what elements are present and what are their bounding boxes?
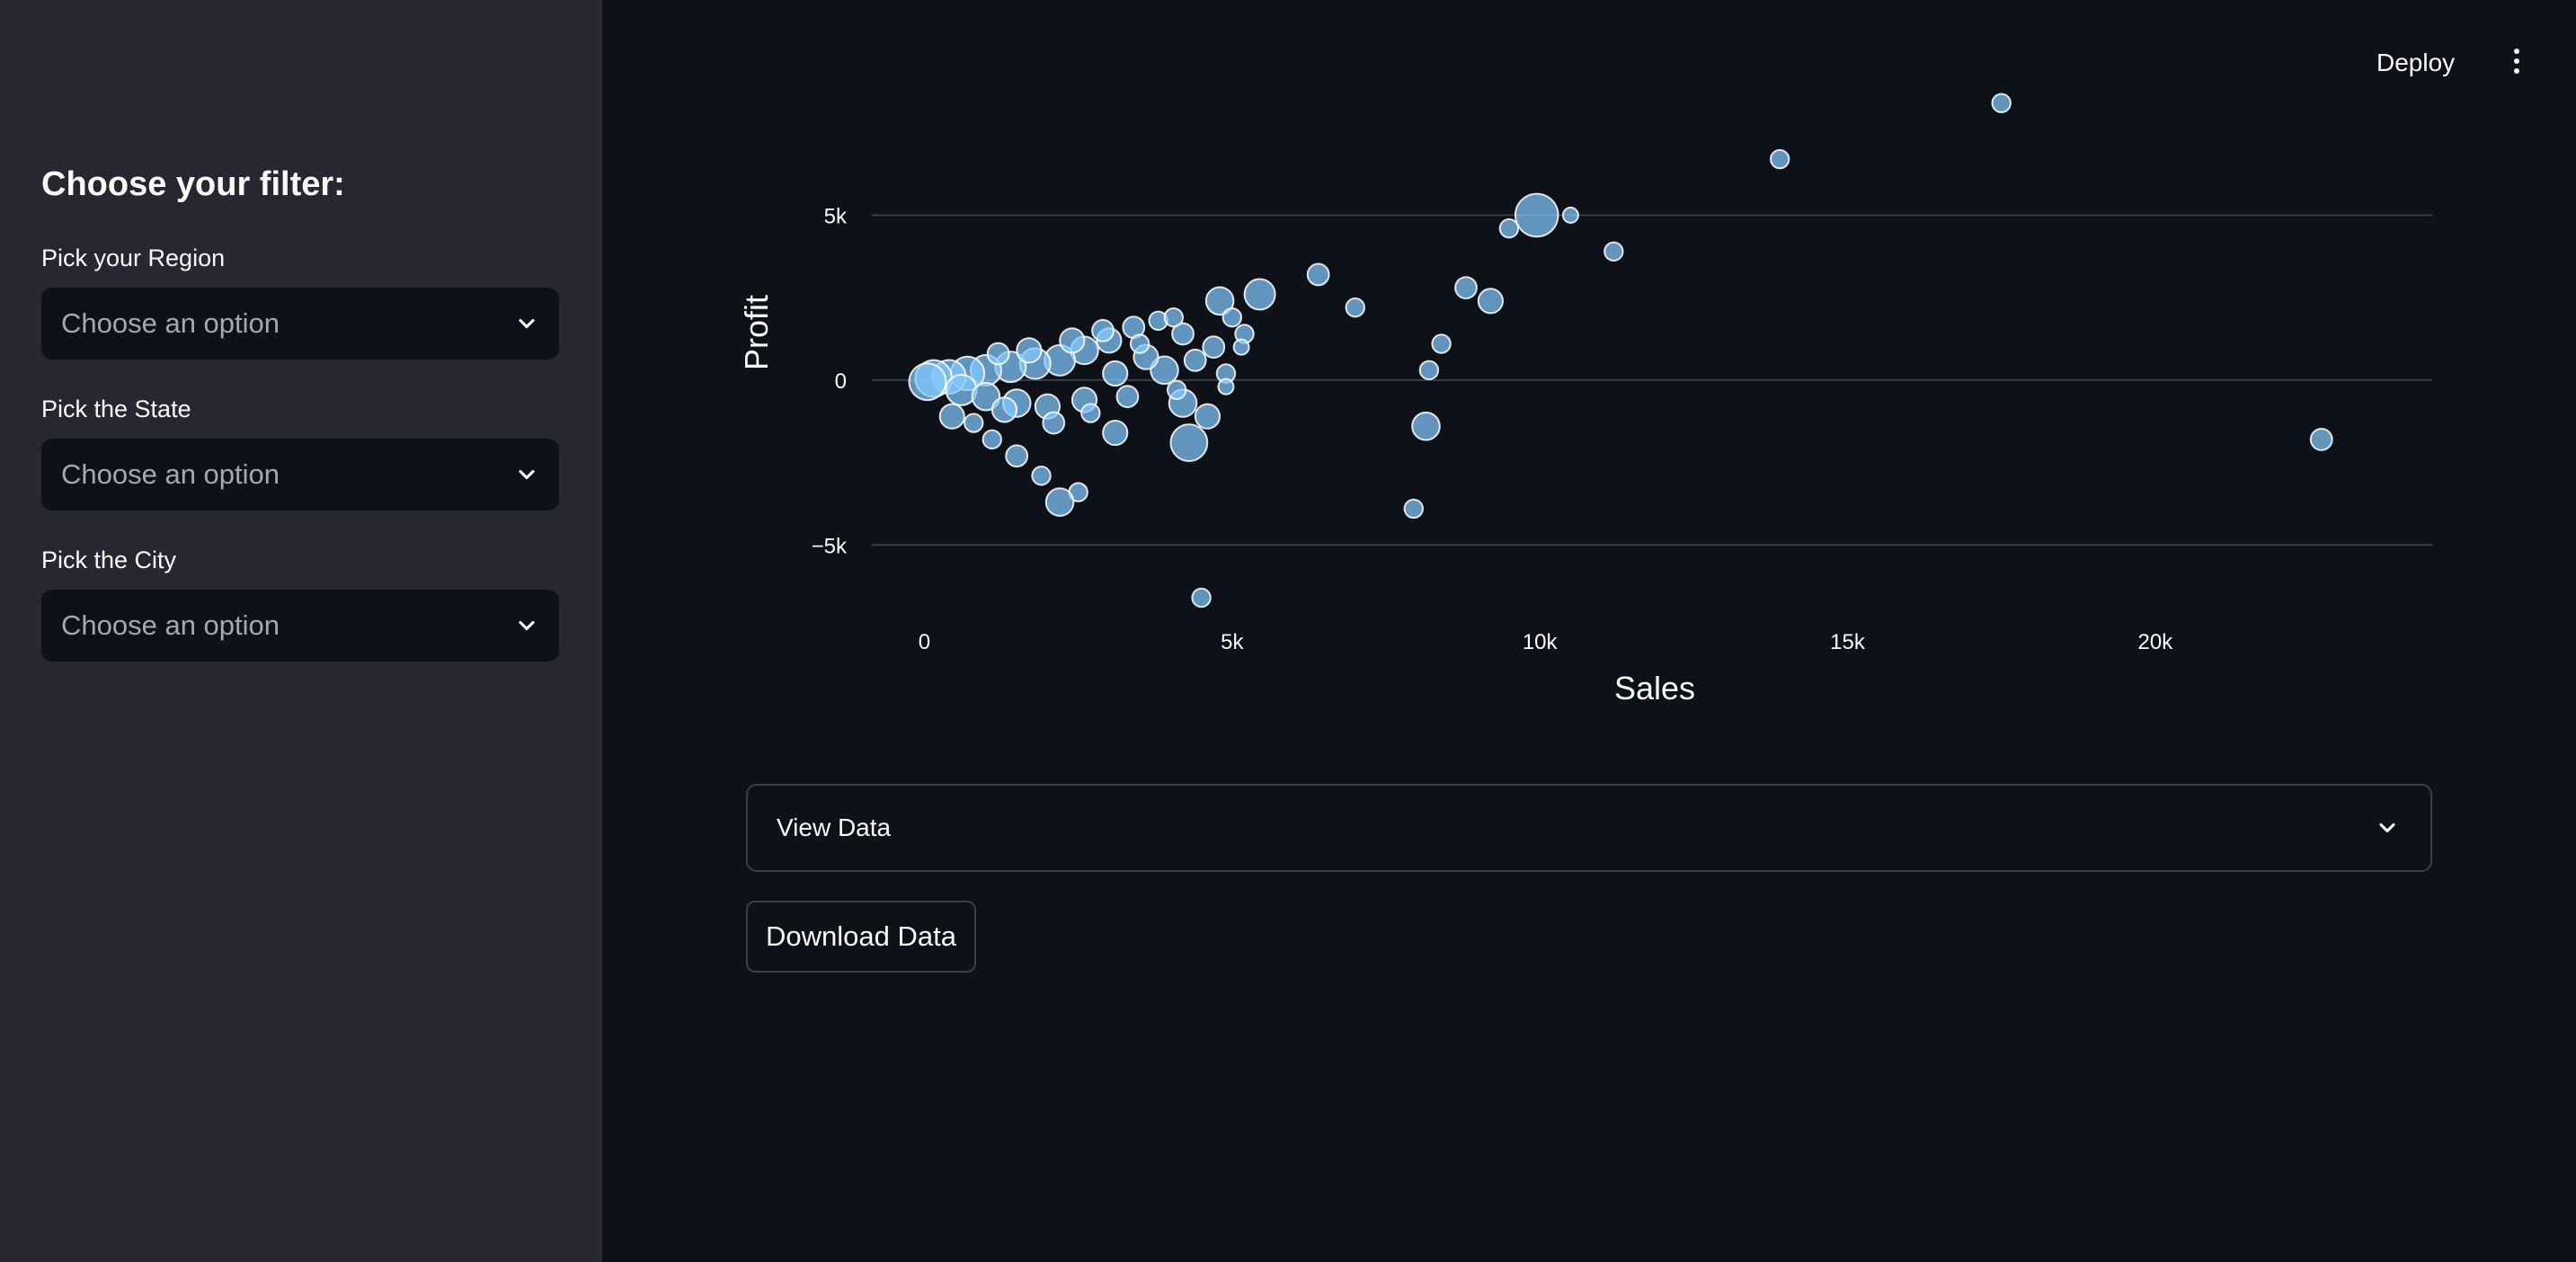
- x-tick-label: 5k: [1221, 630, 1244, 654]
- state-label: Pick the State: [41, 395, 191, 422]
- chart-gridlines: [872, 214, 2432, 547]
- city-select-placeholder: Choose an option: [61, 609, 280, 641]
- region-select[interactable]: Choose an option: [41, 288, 559, 360]
- scatter-point: [938, 403, 965, 430]
- state-select-placeholder: Choose an option: [61, 458, 280, 490]
- scatter-point: [1411, 411, 1441, 441]
- x-tick-label: 0: [919, 630, 930, 654]
- view-data-label: View Data: [777, 813, 892, 841]
- chevron-down-icon: [2379, 822, 2395, 833]
- scatter-point: [1167, 379, 1187, 401]
- x-tick-label: 20k: [2138, 630, 2174, 654]
- scatter-point: [1191, 587, 1212, 609]
- scatter-point: [986, 342, 1010, 366]
- scatter-point: [1221, 307, 1243, 328]
- scatter-point: [1770, 148, 1790, 170]
- scatter-point: [2309, 427, 2333, 451]
- scatter-point: [1204, 286, 1235, 316]
- scatter-point: [1129, 333, 1150, 354]
- deploy-button[interactable]: Deploy: [2369, 41, 2462, 84]
- scatter-point: [1115, 385, 1140, 409]
- scatter-point: [1059, 327, 1086, 354]
- scatter-point: [1171, 322, 1195, 346]
- x-tick-label: 10k: [1523, 630, 1559, 654]
- chevron-down-icon: [519, 318, 535, 329]
- download-data-button[interactable]: Download Data: [746, 901, 976, 973]
- city-label: Pick the City: [41, 547, 177, 573]
- scatter-point: [1232, 338, 1250, 356]
- scatter-point: [1016, 337, 1043, 364]
- scatter-point: [1183, 348, 1207, 372]
- scatter-point: [1498, 218, 1520, 239]
- y-tick-label: 5k: [824, 204, 848, 228]
- scatter-point: [1514, 192, 1559, 238]
- scatter-point: [1991, 93, 2012, 113]
- scatter-point: [982, 429, 1002, 450]
- y-axis-label: Profit: [738, 295, 775, 370]
- region-label: Pick your Region: [41, 244, 226, 271]
- city-select[interactable]: Choose an option: [41, 590, 559, 662]
- sidebar: Choose your filter: Pick your Region Cho…: [0, 0, 602, 1262]
- kebab-menu-icon[interactable]: [2502, 40, 2531, 83]
- scatter-point: [1091, 318, 1115, 342]
- scatter-point: [1080, 403, 1101, 423]
- region-select-placeholder: Choose an option: [61, 307, 280, 339]
- y-axis-ticks: 5k 0 −5k: [812, 204, 848, 558]
- scatter-point: [971, 381, 1001, 412]
- scatter-point: [1561, 206, 1579, 224]
- scatter-point: [1243, 278, 1276, 311]
- scatter-point: [1042, 411, 1066, 435]
- scatter-point: [1477, 288, 1505, 315]
- sidebar-title: Choose your filter:: [41, 165, 345, 203]
- scatter-point: [990, 396, 1018, 423]
- scatter-point: [1431, 333, 1452, 354]
- scatter-point: [1603, 241, 1624, 262]
- scatter-point: [1150, 355, 1179, 386]
- x-axis-ticks: 0 5k 10k 15k 20k: [919, 630, 2173, 654]
- scatter-point: [1345, 297, 1365, 318]
- chart-points: [908, 93, 2333, 609]
- scatter-point: [1194, 403, 1221, 430]
- scatter-point: [1044, 487, 1075, 517]
- scatter-point: [1169, 423, 1209, 462]
- scatter-point: [964, 413, 984, 433]
- scatter-point: [1418, 360, 1440, 381]
- scatter-point: [1163, 307, 1184, 328]
- chevron-down-icon: [519, 469, 535, 480]
- scatter-point: [1403, 498, 1425, 520]
- scatter-point: [1031, 466, 1052, 486]
- y-tick-label: −5k: [812, 534, 848, 558]
- scatter-point: [1306, 262, 1330, 287]
- scatter-point: [1102, 360, 1129, 387]
- scatter-point: [1005, 444, 1029, 468]
- view-data-expander[interactable]: View Data: [746, 784, 2432, 872]
- scatter-point: [1454, 276, 1478, 300]
- scatter-point: [1202, 335, 1226, 360]
- state-select[interactable]: Choose an option: [41, 439, 559, 511]
- y-tick-label: 0: [835, 369, 847, 394]
- scatter-chart: 5k 0 −5k 0 5k 10k 15k 20k Sales Profit: [738, 93, 2432, 707]
- scatter-point: [908, 362, 947, 402]
- chevron-down-icon: [519, 620, 535, 631]
- x-tick-label: 15k: [1830, 630, 1866, 654]
- scatter-point: [1217, 378, 1235, 395]
- scatter-point: [1102, 419, 1129, 447]
- x-axis-label: Sales: [1614, 670, 1695, 707]
